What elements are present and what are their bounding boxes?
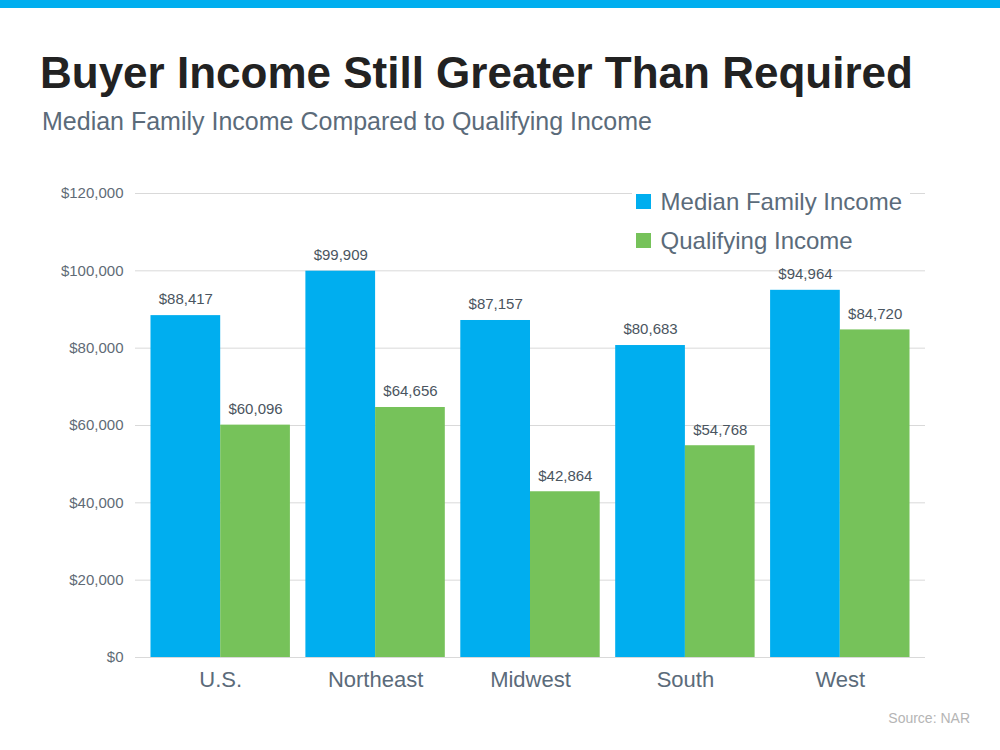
svg-text:$80,683: $80,683: [623, 320, 677, 337]
svg-text:$64,656: $64,656: [383, 382, 437, 399]
html-text:Buyer Income Still Greater Tha: Buyer Income Still Greater Than Required: [40, 48, 913, 97]
svg-text:$40,000: $40,000: [69, 494, 123, 511]
svg-text:$20,000: $20,000: [69, 571, 123, 588]
html-text:Median Family Income Compared: Median Family Income Compared to Qualify…: [42, 107, 652, 135]
svg-text:$100,000: $100,000: [61, 262, 124, 279]
svg-text:$80,000: $80,000: [69, 339, 123, 356]
svg-text:$88,417: $88,417: [159, 290, 213, 307]
svg-text:South: South: [657, 667, 715, 692]
svg-text:$54,768: $54,768: [693, 421, 747, 438]
svg-text:$0: $0: [107, 648, 124, 665]
svg-text:$99,909: $99,909: [314, 246, 368, 263]
svg-text:U.S.: U.S.: [199, 667, 242, 692]
svg-text:$87,157: $87,157: [469, 295, 523, 312]
svg-text:$84,720: $84,720: [848, 305, 902, 322]
html-text:Qualifying Income: Qualifying Income: [660, 226, 853, 254]
svg-text:Northeast: Northeast: [328, 667, 423, 692]
svg-text:$120,000: $120,000: [61, 184, 124, 201]
svg-text:$60,000: $60,000: [69, 416, 123, 433]
svg-text:Midwest: Midwest: [490, 667, 571, 692]
svg-text:West: West: [815, 667, 865, 692]
html-text:Median Family Income: Median Family Income: [660, 187, 902, 215]
html-text:Source: NAR: Source: NAR: [888, 710, 970, 726]
svg-text:$94,964: $94,964: [778, 265, 832, 282]
svg-text:$42,864: $42,864: [538, 467, 592, 484]
svg-text:$60,096: $60,096: [228, 400, 282, 417]
